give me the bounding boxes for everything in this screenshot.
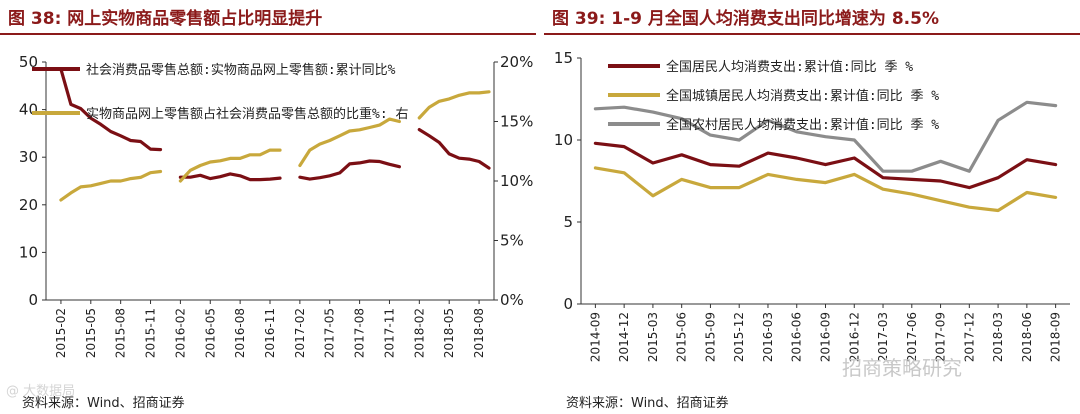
x-tick-label: 2018-08 xyxy=(472,308,486,358)
chart-title: 图 39: 1-9 月全国人均消费支出同比增速为 8.5% xyxy=(552,9,939,29)
x-tick-label: 2018-05 xyxy=(442,308,456,358)
x-tick-label: 2017-09 xyxy=(934,312,948,362)
x-tick-label: 2016-06 xyxy=(790,312,804,362)
y-tick-label: 50 xyxy=(19,53,38,71)
y-tick-label: 0 xyxy=(563,295,573,313)
y-tick-label: 20 xyxy=(19,196,38,214)
y-right-tick-label: 0% xyxy=(500,291,524,309)
x-tick-label: 2017-11 xyxy=(382,308,396,358)
x-tick-label: 2018-06 xyxy=(1020,312,1034,362)
x-tick-label: 2015-09 xyxy=(703,312,717,362)
source-note: 资料来源：Wind、招商证券 xyxy=(566,396,729,411)
y-tick-label: 40 xyxy=(19,101,38,119)
y-tick-label: 0 xyxy=(28,291,38,309)
y-right-tick-label: 10% xyxy=(500,172,533,190)
legend-label: 全国农村居民人均消费支出:累计值:同比 季 % xyxy=(666,117,939,133)
series-line xyxy=(59,67,491,182)
y-tick-label: 10 xyxy=(554,131,573,149)
x-tick-label: 2015-06 xyxy=(675,312,689,362)
x-tick-label: 2016-12 xyxy=(847,312,861,362)
x-tick-label: 2015-12 xyxy=(732,312,746,362)
x-tick-label: 2017-03 xyxy=(876,312,890,362)
series-line xyxy=(593,141,1058,190)
series-line xyxy=(593,100,1058,173)
x-tick-label: 2017-05 xyxy=(323,308,337,358)
line-chart-right: 0 5 10 15 2014-09 2014-12 2015-03 2015-06 2015-0… xyxy=(554,49,1070,362)
series-line xyxy=(59,90,491,202)
x-tick-label: 2016-11 xyxy=(263,308,277,358)
y-tick-label: 30 xyxy=(19,148,38,166)
x-tick-label: 2014-09 xyxy=(588,312,602,362)
legend-label: 全国居民人均消费支出:累计值:同比 季 % xyxy=(666,59,913,75)
y-right-tick-label: 20% xyxy=(500,53,533,71)
x-tick-label: 2016-02 xyxy=(173,308,187,358)
y-tick-label: 5 xyxy=(563,213,573,231)
y-right-tick-label: 15% xyxy=(500,113,533,131)
y-tick-label: 10 xyxy=(19,243,38,261)
x-tick-label: 2015-11 xyxy=(144,308,158,358)
legend-label: 社会消费品零售总额:实物商品网上零售额:累计同比% xyxy=(86,62,396,78)
watermark-text: 招商策略研究 xyxy=(842,356,962,380)
x-tick-label: 2015-05 xyxy=(84,308,98,358)
y-tick-label: 15 xyxy=(554,49,573,67)
x-tick-label: 2016-08 xyxy=(233,308,247,358)
chart-panel-right: 图 39: 1-9 月全国人均消费支出同比增速为 8.5% 0 5 10 15 2014… xyxy=(544,0,1080,414)
x-tick-label: 2018-03 xyxy=(991,312,1005,362)
chart-panel-left: 图 38: 网上实物商品零售额占比明显提升 0 10 20 30 40 50 0% 5% 10%… xyxy=(0,0,536,414)
series-line xyxy=(593,166,1058,213)
x-tick-label: 2017-06 xyxy=(905,312,919,362)
x-tick-label: 2016-05 xyxy=(203,308,217,358)
corner-watermark: @ 大数据局 xyxy=(6,384,76,399)
x-tick-label: 2017-02 xyxy=(293,308,307,358)
line-chart-left: 0 10 20 30 40 50 0% 5% 10% 15% 20% 2015-02 2015-05 20… xyxy=(19,53,533,358)
x-tick-label: 2016-09 xyxy=(819,312,833,362)
x-tick-label: 2016-03 xyxy=(761,312,775,362)
x-tick-label: 2015-02 xyxy=(54,308,68,358)
x-tick-label: 2014-12 xyxy=(617,312,631,362)
x-tick-label: 2018-02 xyxy=(412,308,426,358)
chart-title: 图 38: 网上实物商品零售额占比明显提升 xyxy=(8,9,323,29)
y-right-tick-label: 5% xyxy=(500,232,524,250)
legend-label: 实物商品网上零售额占社会消费品零售总额的比重%: 右 xyxy=(86,106,408,122)
x-tick-label: 2015-03 xyxy=(646,312,660,362)
x-tick-label: 2017-08 xyxy=(353,308,367,358)
legend-label: 全国城镇居民人均消费支出:累计值:同比 季 % xyxy=(666,88,939,104)
title-divider xyxy=(0,33,536,35)
x-tick-label: 2017-12 xyxy=(962,312,976,362)
x-tick-label: 2015-08 xyxy=(114,308,128,358)
x-tick-label: 2018-09 xyxy=(1049,312,1063,362)
source-note: 资料来源：Wind、招商证券 xyxy=(22,396,185,411)
title-divider xyxy=(544,33,1080,35)
